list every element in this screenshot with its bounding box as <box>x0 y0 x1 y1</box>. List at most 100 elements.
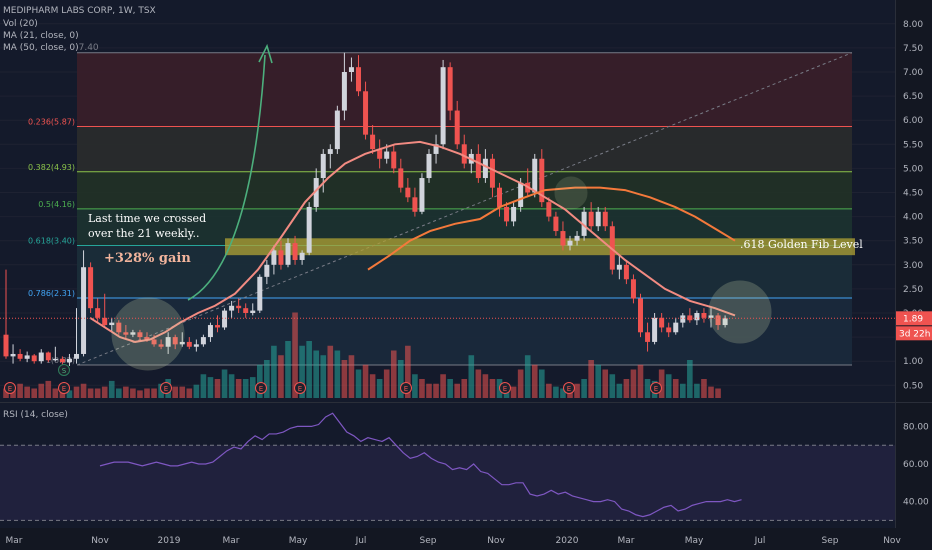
candle-body <box>130 332 136 335</box>
candle-body <box>327 149 333 154</box>
time-tick: Jul <box>355 536 367 546</box>
candle-body <box>708 315 714 318</box>
rsi-pane[interactable]: 80.00 60.00 40.00 <box>0 412 929 521</box>
chart-title: MEDIPHARM LABS CORP, 1W, TSX <box>3 6 156 16</box>
gain-arrow <box>187 54 266 301</box>
volume-bar <box>235 379 242 398</box>
volume-bar <box>405 345 411 398</box>
candle-body <box>454 110 460 145</box>
volume-bar <box>221 369 228 398</box>
candle-body <box>243 308 249 313</box>
fib-zone <box>77 52 852 127</box>
candle-body <box>250 310 256 313</box>
volume-bar <box>3 388 9 398</box>
earnings-marker-label: E <box>654 385 658 393</box>
crossover-circle-2 <box>554 176 588 210</box>
gain-text: +328% gain <box>104 251 191 266</box>
price-tick: 7.00 <box>903 68 923 78</box>
volume-bar <box>313 350 319 398</box>
volume-bar <box>630 369 637 398</box>
candle-body <box>588 211 594 227</box>
volume-bar <box>242 379 249 398</box>
candle-body <box>137 332 143 338</box>
candle-body <box>165 337 171 347</box>
candle-body <box>257 276 263 311</box>
crossover-circle-3 <box>708 280 772 344</box>
candle-body <box>652 317 658 342</box>
price-tick: 0.50 <box>903 381 923 391</box>
volume-bar <box>341 360 348 398</box>
candle-body <box>461 144 467 164</box>
time-tick: Mar <box>618 536 635 546</box>
ma21-line <box>89 140 736 343</box>
price-tick: 3.50 <box>903 237 923 247</box>
candle-body <box>236 305 242 309</box>
volume-bar <box>616 383 623 398</box>
volume-bar <box>66 390 73 398</box>
candle-body <box>341 72 347 111</box>
price-tick: 6.00 <box>903 116 923 126</box>
candle-body <box>271 250 277 265</box>
candle-body <box>200 337 206 345</box>
candle-body <box>45 352 51 361</box>
candle-body <box>229 305 235 311</box>
volume-bar <box>454 383 460 398</box>
volume-bar <box>130 388 136 398</box>
candle-body <box>609 226 615 270</box>
volume-bar <box>461 379 468 398</box>
last-price-tag <box>896 311 932 326</box>
volume-bar <box>320 355 327 398</box>
fib-label: 0.5(4.16) <box>38 200 75 209</box>
volume-bar <box>31 388 37 398</box>
candle-body <box>264 264 270 277</box>
candle-body <box>581 211 587 236</box>
volume-bar <box>264 360 270 398</box>
crossover-circle-1 <box>111 297 185 371</box>
annotations[interactable]: Last time we crossed over the 21 weekly..… <box>4 43 864 394</box>
volume-bar <box>623 379 630 398</box>
candle-body <box>17 353 23 359</box>
volume-bar <box>398 360 404 398</box>
volume-bar <box>73 386 80 398</box>
volume-bar <box>24 386 30 398</box>
volume-bar <box>574 383 580 398</box>
earnings-marker <box>650 382 662 394</box>
candle-body <box>532 158 538 193</box>
candle-body <box>715 315 721 326</box>
candle-body <box>489 158 495 188</box>
candle-body <box>722 318 728 326</box>
candle-body <box>215 325 220 328</box>
candle-body <box>497 187 502 207</box>
volume-bar <box>369 374 376 398</box>
candle-body <box>518 182 524 207</box>
candle-body <box>482 158 488 179</box>
candle-body <box>123 332 129 335</box>
volume-bar <box>108 380 115 398</box>
candle-body <box>52 358 58 361</box>
price-tags: 1.89 3d 22h <box>0 311 932 341</box>
candle-body <box>292 243 298 260</box>
candle-body <box>680 315 686 323</box>
price-tick: 7.50 <box>903 44 923 54</box>
volume-bar <box>440 374 446 398</box>
volume-bar <box>200 374 207 398</box>
volume-bar <box>419 379 425 398</box>
volume-bar <box>45 380 52 398</box>
volume-bar <box>87 388 94 398</box>
split-marker <box>58 364 70 376</box>
volume-bar <box>52 388 59 398</box>
candle-body <box>66 358 72 363</box>
earnings-marker <box>58 382 70 394</box>
time-axis[interactable]: Mar Nov 2019 Mar May Jul Sep Nov 2020 Mar May Jul Se… <box>6 536 902 546</box>
candle-body <box>306 206 312 253</box>
volume-bar <box>228 374 235 398</box>
candle-body <box>539 158 545 203</box>
volume-bar <box>123 386 129 398</box>
candle-body <box>81 267 87 354</box>
time-tick: Sep <box>420 536 437 546</box>
volume-bar <box>348 355 355 398</box>
earnings-marker-label: E <box>298 385 302 393</box>
candle-body <box>623 264 629 280</box>
volume-bar <box>383 369 390 398</box>
